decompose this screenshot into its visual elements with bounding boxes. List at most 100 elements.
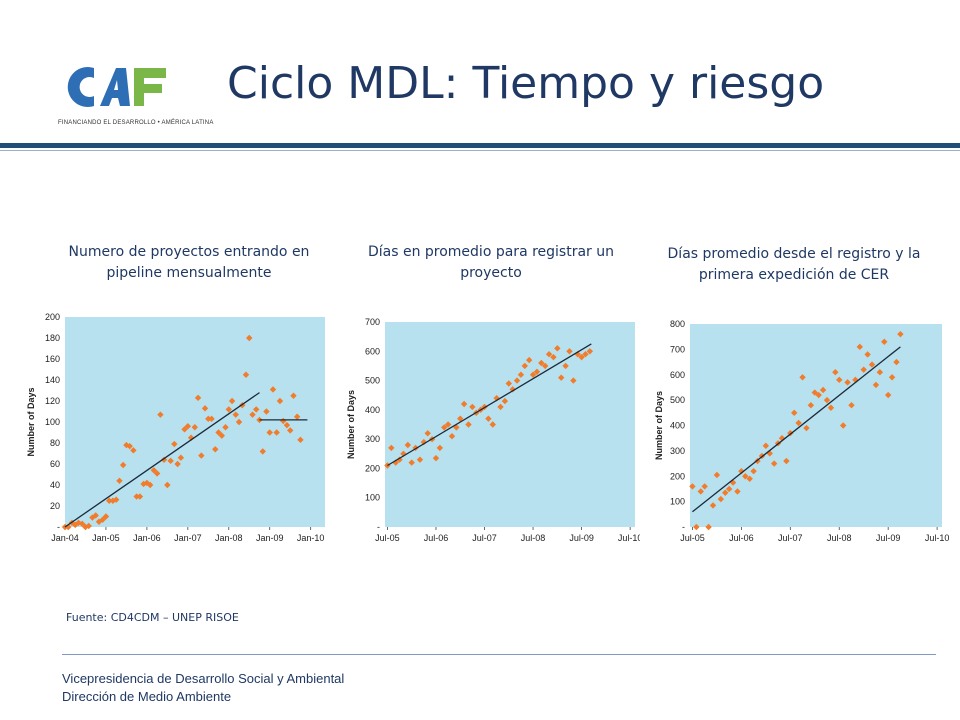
y-tick-label: 700	[365, 317, 380, 327]
plot-area	[690, 324, 942, 527]
footer-rule	[62, 654, 936, 655]
x-tick-label: Jul-05	[375, 533, 400, 543]
x-tick-label: Jul-07	[778, 533, 803, 543]
data-point	[457, 415, 464, 422]
y-tick-label: 120	[45, 396, 60, 406]
footer-line-2: Dirección de Medio Ambiente	[62, 689, 232, 704]
data-point	[177, 454, 185, 461]
x-tick-label: Jan-04	[51, 533, 79, 543]
y-tick-label: 40	[50, 480, 60, 490]
data-point	[82, 523, 89, 531]
x-tick-label: Jan-10	[297, 533, 325, 543]
data-point	[448, 433, 456, 440]
y-tick-label: 100	[365, 493, 380, 503]
data-point	[171, 440, 178, 448]
data-point	[106, 497, 113, 504]
x-tick-label: Jan-08	[215, 533, 243, 543]
y-tick-label: 500	[365, 376, 380, 386]
y-tick-label: 160	[45, 354, 60, 364]
data-point	[109, 497, 117, 504]
x-tick-label: Jul-10	[925, 533, 950, 543]
x-tick-label: Jul-09	[876, 533, 901, 543]
data-point	[286, 427, 294, 434]
data-point	[729, 479, 737, 486]
data-point	[276, 397, 284, 405]
data-point	[95, 518, 103, 525]
data-point	[150, 467, 158, 474]
data-point	[266, 429, 273, 436]
data-point	[130, 447, 137, 454]
chart-days-to-first-cer: - 100 200 300 400 500 600 700 800 Jul-05 Jul-06 Jul…	[654, 319, 950, 543]
data-point	[65, 523, 72, 531]
data-point	[228, 397, 236, 405]
data-point	[722, 489, 729, 496]
y-tick-label: 60	[50, 459, 60, 469]
data-point	[460, 400, 468, 408]
plot-area	[385, 322, 635, 527]
data-point	[205, 415, 212, 423]
data-point	[112, 496, 120, 503]
y-tick-label: 700	[670, 344, 685, 354]
data-point	[215, 429, 222, 436]
header-rule-thin	[0, 150, 960, 151]
data-point	[136, 493, 144, 500]
data-point	[412, 444, 419, 452]
y-tick-label: 600	[365, 346, 380, 356]
y-tick-label: 100	[45, 417, 60, 427]
data-point	[222, 424, 229, 431]
data-point	[253, 406, 260, 413]
logo-tagline: FINANCIANDO EL DESARROLLO • AMÉRICA LATI…	[58, 120, 214, 126]
data-point	[290, 392, 297, 399]
data-point	[538, 359, 545, 367]
slide-title: Ciclo MDL: Tiempo y riesgo	[227, 58, 825, 109]
y-tick-label: -	[682, 522, 685, 532]
x-tick-label: Jul-08	[521, 533, 546, 543]
y-axis-label: Number of Days	[654, 391, 664, 460]
x-tick-label: Jul-06	[729, 533, 754, 543]
data-point	[408, 459, 415, 466]
data-point	[208, 415, 215, 423]
trend-line	[64, 392, 260, 528]
data-point	[864, 351, 871, 358]
data-point	[404, 441, 412, 449]
data-point	[783, 457, 790, 465]
data-point	[119, 461, 127, 469]
caf-logo-mark	[67, 67, 166, 107]
chart-days-to-register: - 100 200 300 400 500 600 700 Jul-05 Jul-06 Jul-07…	[346, 317, 640, 543]
data-point	[259, 448, 266, 455]
x-tick-label: Jul-06	[424, 533, 449, 543]
x-tick-label: Jan-05	[92, 533, 120, 543]
data-point	[388, 444, 395, 452]
y-tick-label: -	[57, 522, 60, 532]
data-point	[811, 389, 818, 396]
y-tick-label: 100	[670, 497, 685, 507]
data-point	[191, 424, 198, 431]
plot-area	[65, 317, 325, 527]
data-point	[693, 523, 700, 531]
data-point	[249, 411, 256, 418]
data-point	[586, 348, 594, 355]
x-tick-label: Jul-10	[618, 533, 640, 543]
y-tick-label: 500	[670, 395, 685, 405]
data-point	[787, 429, 794, 437]
x-tick-label: Jul-05	[680, 533, 705, 543]
y-tick-label: 400	[670, 421, 685, 431]
data-point	[198, 452, 205, 459]
data-point	[489, 421, 496, 428]
data-point	[126, 442, 133, 450]
data-point	[184, 423, 192, 430]
data-point	[146, 481, 154, 489]
data-point	[742, 473, 749, 480]
data-point	[133, 493, 140, 500]
data-point	[269, 386, 277, 393]
y-tick-label: 800	[670, 319, 685, 329]
data-point	[116, 477, 123, 484]
y-tick-label: 600	[670, 370, 685, 380]
chart-3-title: Días promedio desde el registro y la pri…	[667, 246, 921, 283]
x-tick-label: Jan-07	[174, 533, 202, 543]
y-tick-label: 20	[50, 501, 60, 511]
data-point	[441, 424, 448, 431]
data-point	[725, 485, 733, 493]
data-point	[273, 429, 280, 436]
data-point	[218, 432, 226, 439]
